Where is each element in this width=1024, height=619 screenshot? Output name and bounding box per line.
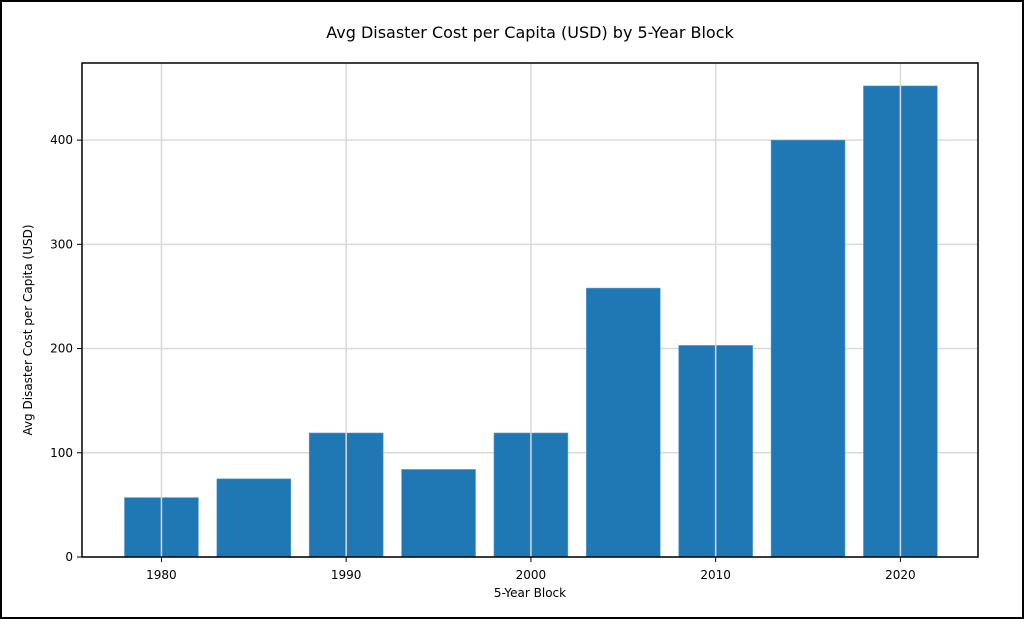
y-tick-label: 400: [50, 133, 73, 147]
y-tick-label: 300: [50, 237, 73, 251]
y-tick-label: 0: [65, 550, 73, 564]
bar-2005: [586, 287, 661, 558]
y-axis-label: Avg Disaster Cost per Capita (USD): [21, 224, 35, 435]
y-tick-label: 200: [50, 342, 73, 356]
bar-2015: [770, 139, 846, 558]
x-tick-label: 1980: [146, 568, 177, 582]
plot-border: [81, 62, 979, 558]
x-tick-label: 2010: [700, 568, 731, 582]
bar-1985: [216, 478, 292, 558]
bar-1995: [401, 469, 476, 558]
x-tick-label: 2020: [885, 568, 916, 582]
chart-title: Avg Disaster Cost per Capita (USD) by 5-…: [326, 23, 734, 42]
x-tick-label: 1990: [331, 568, 362, 582]
y-tick-label: 100: [50, 446, 73, 460]
x-axis-label: 5-Year Block: [494, 586, 566, 600]
x-tick-label: 2000: [516, 568, 547, 582]
